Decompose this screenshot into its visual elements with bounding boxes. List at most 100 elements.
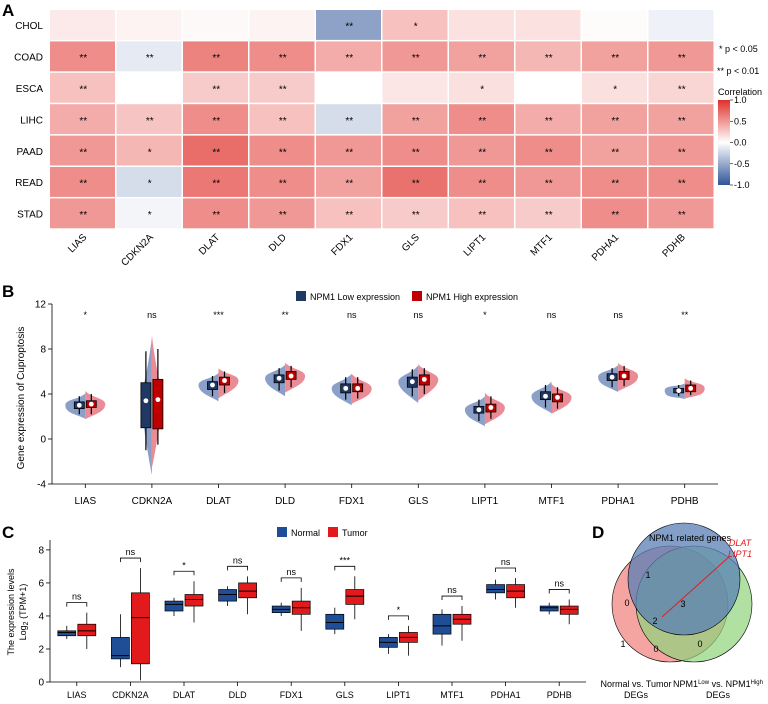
c-significance-bracket xyxy=(334,565,356,571)
heatmap-cell xyxy=(582,198,647,229)
heatmap-star: ** xyxy=(545,116,553,127)
heatmap-star: ** xyxy=(79,116,87,127)
b-median-low xyxy=(210,382,215,388)
b-median-low xyxy=(543,393,548,399)
heatmap-star: ** xyxy=(279,53,287,64)
heatmap-star: ** xyxy=(545,147,553,158)
venn-annotation-line xyxy=(661,555,731,618)
heatmap-cell xyxy=(515,41,581,72)
c-box-normal xyxy=(111,637,130,660)
venn-set-top-label: NPM1 related genes xyxy=(649,533,732,543)
heatmap-cell xyxy=(648,135,714,166)
colorbar-ticks: 1.0 0.5 0.0 -0.5 -1.0 xyxy=(730,95,750,190)
heatmap-cell xyxy=(116,198,182,229)
heatmap-cell xyxy=(582,41,647,72)
c-y-tick-label: 0 xyxy=(38,678,44,689)
heatmap-column-label: FDX1 xyxy=(330,232,356,258)
heatmap-cell xyxy=(382,198,448,229)
b-median-high xyxy=(555,394,560,400)
heatmap-star: * xyxy=(414,22,418,33)
c-x-tick-label: PDHA1 xyxy=(491,690,521,700)
c-x-tick-label: MTF1 xyxy=(440,690,464,700)
c-significance: * xyxy=(397,605,401,615)
legend-low-swatch xyxy=(296,291,306,301)
c-box-normal xyxy=(486,584,505,594)
venn-top-circle xyxy=(627,522,741,636)
c-significance-bracket xyxy=(280,577,302,582)
heatmap-star: ** xyxy=(345,22,353,33)
heatmap-cell xyxy=(249,10,315,40)
c-box-tumor xyxy=(131,592,150,665)
panel-c: C Normal Tumor The expression levels Log… xyxy=(2,523,586,700)
heatmap-cell xyxy=(382,104,448,135)
heatmap-star: ** xyxy=(545,210,553,221)
c-x-tick-label: DLAT xyxy=(173,690,196,700)
heatmap-cell xyxy=(249,72,315,103)
c-y-tick-label: 8 xyxy=(38,545,44,556)
b-median-low xyxy=(676,388,682,394)
c-x-tick-label: FDX1 xyxy=(280,690,303,700)
c-box-tumor xyxy=(559,605,579,615)
b-y-tick-label: 12 xyxy=(35,300,47,311)
heatmap-star: ** xyxy=(545,179,553,190)
heatmap-star: ** xyxy=(412,210,420,221)
panel-b: B NPM1 Low expression NPM1 High expressi… xyxy=(2,282,718,507)
heatmap-star: ** xyxy=(478,210,486,221)
venn-left-only: 1 xyxy=(620,639,625,649)
b-box-low xyxy=(140,382,152,429)
heatmap-cell xyxy=(515,198,581,229)
c-significance: ns xyxy=(501,557,511,567)
panel-d-label: D xyxy=(592,523,604,542)
heatmap-cell xyxy=(116,167,182,197)
b-y-tick-label: 4 xyxy=(40,390,46,401)
venn-top-right: 3 xyxy=(680,599,685,609)
legend-high-swatch xyxy=(412,291,422,301)
heatmap-star: ** xyxy=(611,116,619,127)
heatmap-cell xyxy=(449,135,514,166)
heatmap-cell xyxy=(449,198,514,229)
c-significance: ns xyxy=(554,578,564,588)
heatmap-cell xyxy=(515,72,581,103)
heatmap-cell xyxy=(316,135,381,166)
heatmap-cell xyxy=(316,104,381,135)
heatmap-cell xyxy=(382,72,448,103)
heatmap-cell xyxy=(249,167,315,197)
legend-normal-label: Normal xyxy=(291,528,320,538)
venn-set-right-label-2: DEGs xyxy=(706,690,731,700)
c-x-tick-label: LIPT1 xyxy=(386,690,410,700)
b-box-high xyxy=(152,378,164,430)
panel-d: D NPM1 related genes 1 0 3 2 1 0 0 DLAT … xyxy=(592,522,763,700)
c-significance-bracket xyxy=(227,565,248,571)
heatmap-star: * xyxy=(148,179,152,190)
c-y-axis-label-line2: Log2 (TPM+1) xyxy=(18,584,30,641)
heatmap-star: ** xyxy=(146,116,154,127)
heatmap-cell xyxy=(648,104,714,135)
heatmap-row-label: PAAD xyxy=(17,147,44,158)
colorbar-tick-label: 0.5 xyxy=(734,116,747,126)
b-x-tick-label: PDHA1 xyxy=(601,496,635,507)
c-x-tick-label: CDKN2A xyxy=(112,690,149,700)
heatmap-row-label: LIHC xyxy=(20,115,43,126)
c-box-normal xyxy=(57,630,77,637)
c-box-tumor xyxy=(184,594,204,607)
heatmap-star: ** xyxy=(212,210,220,221)
b-y-tick-label: -4 xyxy=(37,480,46,491)
heatmap-star: ** xyxy=(478,116,486,127)
c-box-normal xyxy=(325,613,345,630)
heatmap-star: ** xyxy=(678,53,686,64)
b-median-low xyxy=(409,379,415,385)
b-significance: ns xyxy=(547,310,557,320)
b-median-high xyxy=(488,405,494,410)
heatmap-cell xyxy=(316,41,381,72)
c-significance: * xyxy=(182,560,186,570)
c-significance: *** xyxy=(340,555,351,565)
b-significance: * xyxy=(84,310,88,320)
heatmap-column-label: LIAS xyxy=(66,232,89,255)
heatmap-cell xyxy=(449,10,514,40)
heatmap-cell xyxy=(249,198,315,229)
heatmap-cell xyxy=(582,167,647,197)
b-y-tick-label: 0 xyxy=(40,435,46,446)
